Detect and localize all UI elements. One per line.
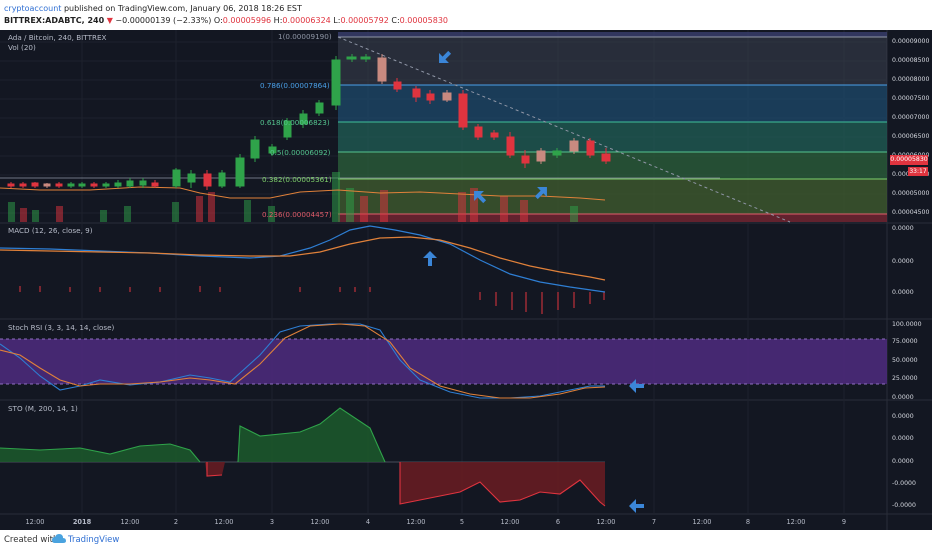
stoch-axis-label: 25.0000 <box>892 375 918 382</box>
sto-axis-label: -0.0000 <box>892 502 916 509</box>
sto-negative-area <box>400 462 605 506</box>
time-axis-label: 12:00 <box>692 518 712 526</box>
arrow-annotation-6 <box>629 499 644 513</box>
macd-title: MACD (12, 26, close, 9) <box>8 226 93 235</box>
macd-axis-label: 0.0000 <box>892 289 914 296</box>
time-axis-label: 6 <box>555 518 561 526</box>
created-with-text: Created with <box>4 535 59 545</box>
high-value: 0.00006324 <box>282 16 331 25</box>
countdown-tag: 33:17 <box>908 167 928 176</box>
published-text: published on TradingView.com, January 06… <box>61 4 302 13</box>
open-value: 0.00005996 <box>222 16 272 25</box>
open-label: O: <box>213 16 223 25</box>
stoch-title: Stoch RSI (3, 3, 14, 14, close) <box>8 323 115 332</box>
macd-axis-label: 0.0000 <box>892 258 914 265</box>
candles <box>7 54 611 190</box>
sto-line-red-small <box>206 462 223 477</box>
arrow-annotation-2 <box>474 191 487 204</box>
price-axis-label: 0.00004500 <box>892 209 930 216</box>
annotation-arrows <box>423 50 644 513</box>
sto-title: STO (M, 200, 14, 1) <box>8 404 78 413</box>
close-value: 0.00005830 <box>399 16 448 25</box>
price-axis-label: 0.00005000 <box>892 190 930 197</box>
sto-axis-label: 0.0000 <box>892 435 914 442</box>
time-axis-label: 12:00 <box>120 518 140 526</box>
high-label: H: <box>273 16 283 25</box>
price-axis-label: 0.00007500 <box>892 95 930 102</box>
price-axis-label: 0.00007000 <box>892 114 930 121</box>
arrow-annotation-5 <box>629 379 644 393</box>
footer: Created with TradingView <box>0 530 932 550</box>
stoch-axis-label: 50.0000 <box>892 357 918 364</box>
fib-label-1: 1(0.00009190) <box>278 32 332 41</box>
volume-bars <box>8 172 578 222</box>
time-axis-label: 2 <box>173 518 179 526</box>
time-axis-label: 12:00 <box>406 518 426 526</box>
chart-canvas <box>0 30 932 530</box>
time-axis-label: 7 <box>651 518 657 526</box>
change-value: −0.00000139 (−2.33%) <box>115 16 212 25</box>
time-axis-label: 12:00 <box>786 518 806 526</box>
stoch-axis-label: 75.0000 <box>892 338 918 345</box>
sto-line-red <box>399 462 606 507</box>
sto-axis-label: -0.0000 <box>892 480 916 487</box>
publish-line: cryptoaccount published on TradingView.c… <box>4 4 302 13</box>
panel-separators <box>0 30 932 530</box>
sto-negative-area-small <box>205 462 225 476</box>
volume-ma-line <box>0 186 606 201</box>
sto-line-green <box>0 443 201 463</box>
arrow-annotation-3 <box>534 187 547 200</box>
time-axis-label: 12:00 <box>214 518 234 526</box>
arrow-annotation-4 <box>423 251 437 266</box>
time-axis-label: 5 <box>459 518 465 526</box>
tradingview-link[interactable]: TradingView <box>68 535 120 545</box>
price-axis-label: 0.00009000 <box>892 38 930 45</box>
last-price-tag: 0.00005830 <box>890 155 928 165</box>
sto-axis-label: 0.0000 <box>892 413 914 420</box>
macd-signal-line <box>0 236 606 281</box>
time-axis-label: 9 <box>841 518 847 526</box>
time-axis-label: 3 <box>269 518 275 526</box>
ohlc-line: BITTREX:ADABTC, 240 ▼ −0.00000139 (−2.33… <box>4 16 448 25</box>
macd-line <box>0 225 606 293</box>
fib-label-0236: 0.236(0.00004457) <box>262 210 332 219</box>
time-axis-label: 12:00 <box>500 518 520 526</box>
low-value: 0.00005792 <box>340 16 389 25</box>
macd-histogram <box>19 286 605 314</box>
time-axis-label: 12:00 <box>25 518 45 526</box>
price-axis-label: 0.00008500 <box>892 57 930 64</box>
fib-label-0618: 0.618(0.00006823) <box>260 118 330 127</box>
close-label: C: <box>391 16 400 25</box>
fib-label-05: 0.5(0.00006092) <box>270 148 331 157</box>
time-axis-label: 2018 <box>72 518 92 526</box>
price-axis-label: 0.00006500 <box>892 133 930 140</box>
stoch-band <box>0 339 887 384</box>
sto-line-green-2 <box>237 407 386 463</box>
fib-zones <box>0 32 887 223</box>
macd-axis-label: 0.0000 <box>892 225 914 232</box>
price-panel-title: Ada / Bitcoin, 240, BITTREX <box>8 33 107 42</box>
stoch-axis-label: 100.0000 <box>892 321 922 328</box>
chart-header: cryptoaccount published on TradingView.c… <box>0 0 932 30</box>
sto-positive-area-2 <box>238 408 385 462</box>
low-label: L: <box>333 16 341 25</box>
fib-label-0382: 0.382(0.00005361) <box>262 175 332 184</box>
volume-label: Vol (20) <box>8 43 36 52</box>
time-axis-label: 8 <box>745 518 751 526</box>
chart-area[interactable]: Ada / Bitcoin, 240, BITTREX Vol (20) MAC… <box>0 30 932 530</box>
sto-axis-label: 0.0000 <box>892 458 914 465</box>
change-arrow: ▼ <box>106 16 113 25</box>
fib-label-0786: 0.786(0.00007864) <box>260 81 330 90</box>
sto-positive-area <box>0 444 200 462</box>
price-axis-label: 0.00008000 <box>892 76 930 83</box>
time-axis-label: 12:00 <box>310 518 330 526</box>
time-axis-label: 4 <box>365 518 371 526</box>
symbol-label: BITTREX:ADABTC, 240 <box>4 16 105 25</box>
stoch-axis-label: 0.0000 <box>892 394 914 401</box>
tradingview-cloud-icon <box>52 533 66 545</box>
time-axis-label: 12:00 <box>596 518 616 526</box>
arrow-annotation-1 <box>439 50 452 63</box>
publisher-link[interactable]: cryptoaccount <box>4 4 62 13</box>
stoch-d-line <box>0 323 606 399</box>
